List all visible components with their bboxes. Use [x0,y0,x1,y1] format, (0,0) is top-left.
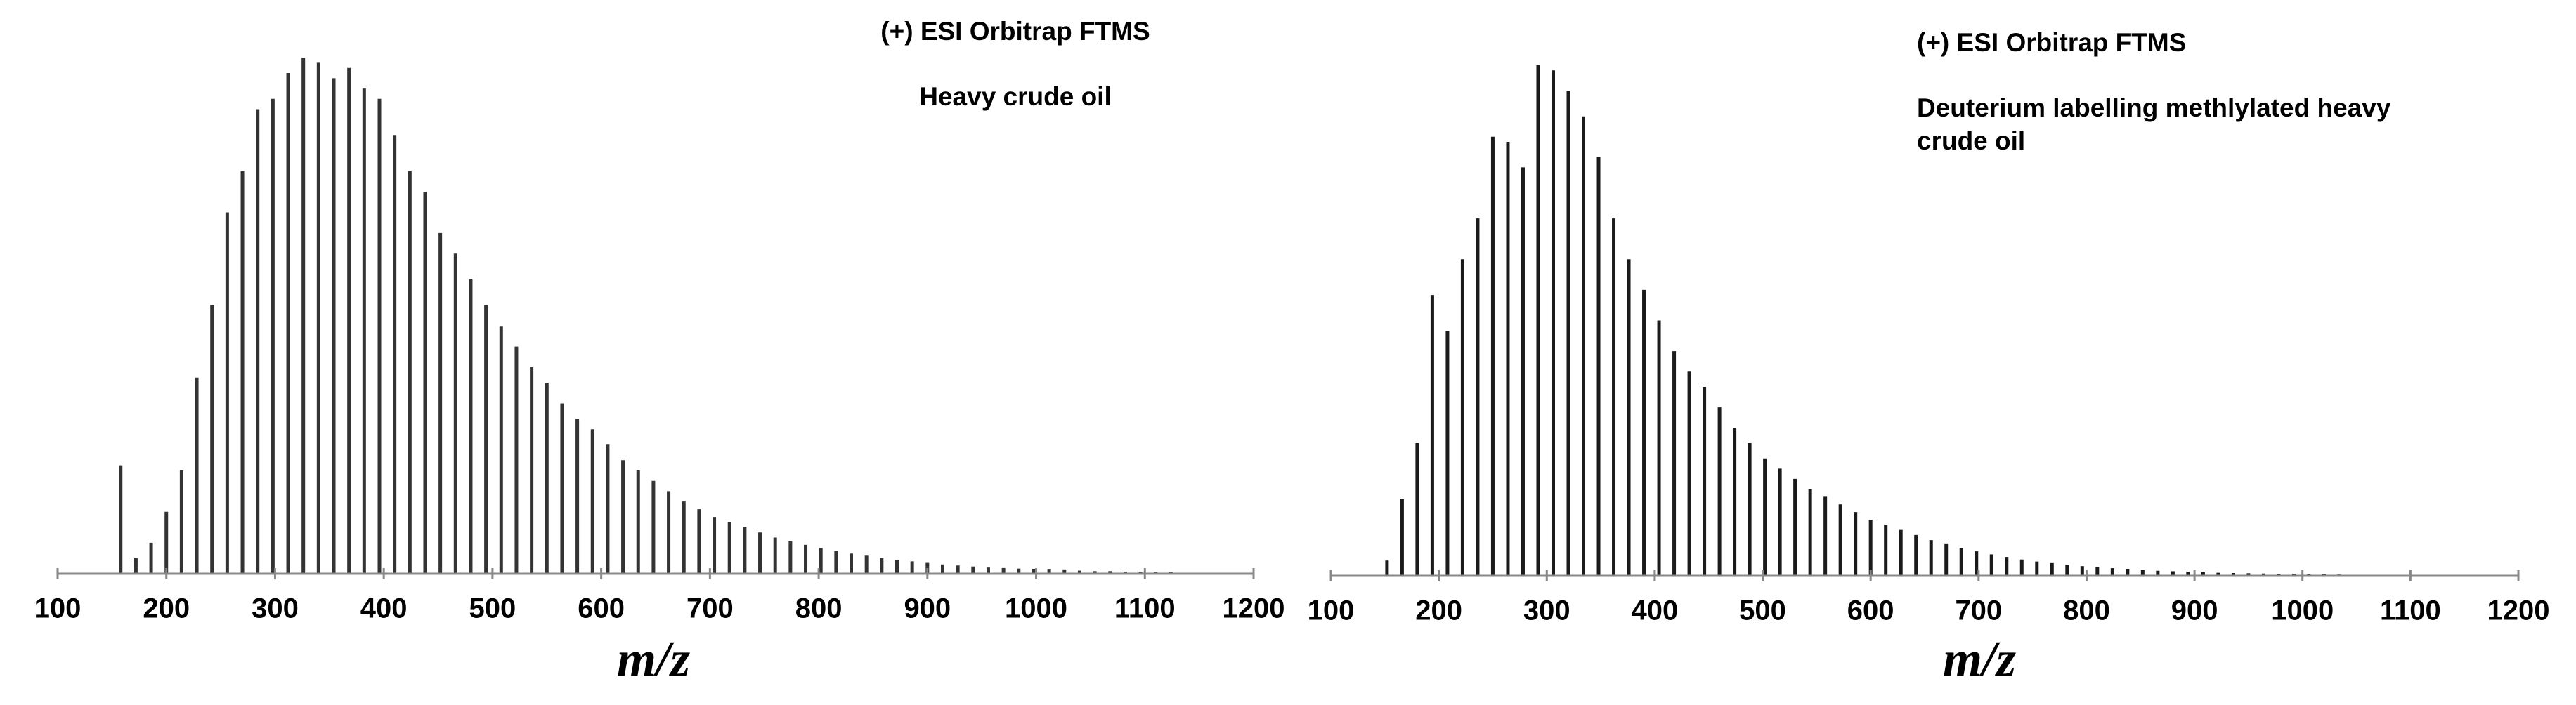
x-tick-label: 1100 [2380,595,2441,626]
x-tick-label: 500 [1739,595,1786,626]
x-tick-label: 700 [687,593,734,624]
chart-title: (+) ESI Orbitrap FTMS [1917,28,2186,57]
x-tick-label: 1100 [1114,593,1176,624]
x-tick-label: 100 [34,593,82,624]
x-tick-label: 900 [2171,595,2218,626]
x-tick-label: 1000 [1005,593,1067,624]
chart-subtitle: crude oil [1917,126,2025,155]
x-tick-label: 200 [143,593,190,624]
x-tick-label: 300 [252,593,299,624]
x-tick-label: 500 [469,593,516,624]
x-tick-label: 1000 [2271,595,2334,626]
x-tick-label: 400 [360,593,408,624]
x-tick-label: 300 [1523,595,1570,626]
chart-title: (+) ESI Orbitrap FTMS [880,17,1150,46]
x-tick-label: 1200 [1223,593,1285,624]
chart-subtitle: Deuterium labelling methlylated heavy [1917,93,2391,122]
x-axis-label: m/z [1943,631,2016,687]
chart-subtitle: Heavy crude oil [919,82,1112,111]
x-tick-label: 100 [1308,595,1355,626]
x-tick-label: 800 [2063,595,2110,626]
x-tick-label: 900 [904,593,951,624]
x-tick-label: 200 [1415,595,1462,626]
x-tick-label: 700 [1955,595,2002,626]
x-axis-label: m/z [617,631,690,687]
x-tick-label: 400 [1632,595,1679,626]
x-tick-label: 1200 [2487,595,2550,626]
x-tick-label: 800 [795,593,843,624]
x-tick-label: 600 [1847,595,1894,626]
x-tick-label: 600 [578,593,625,624]
